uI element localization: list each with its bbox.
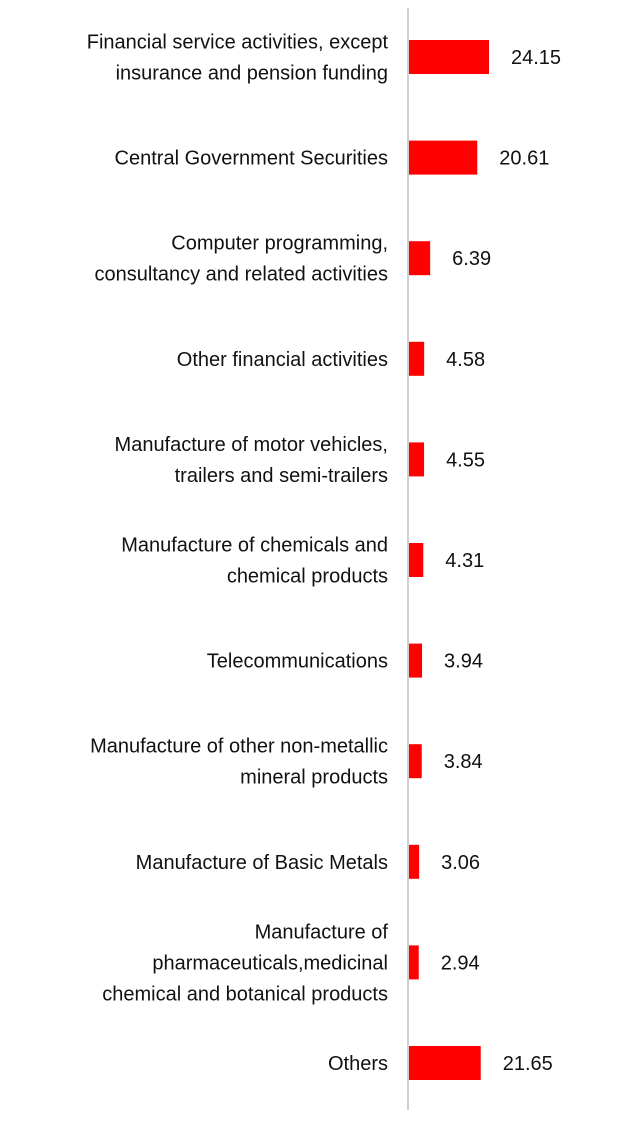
category-label-1: Central Government Securities [115, 148, 388, 170]
bar-9 [409, 945, 419, 980]
bar-0 [409, 40, 489, 74]
value-label-10: 21.65 [503, 1053, 553, 1075]
value-labels-group: 24.15 20.61 6.39 4.58 4.55 4.31 3.94 3.84 3.06 2.… [441, 47, 561, 1075]
category-label-7: Manufacture of other non-metallic mineral… [90, 736, 388, 789]
bar-6 [409, 643, 423, 678]
value-label-5: 4.31 [445, 550, 484, 572]
category-label-5-line-0: Manufacture of chemicals and [121, 535, 388, 557]
category-label-4-line-1: trailers and semi-trailers [175, 465, 388, 487]
category-label-7-line-1: mineral products [240, 767, 388, 789]
category-label-8: Manufacture of Basic Metals [136, 852, 388, 874]
category-label-8-line-0: Manufacture of Basic Metals [136, 852, 388, 874]
category-label-1-line-0: Central Government Securities [115, 148, 388, 170]
value-label-6: 3.94 [444, 651, 483, 673]
category-label-10: Others [328, 1053, 388, 1075]
category-label-5: Manufacture of chemicals and chemical pro… [121, 535, 388, 588]
category-label-4: Manufacture of motor vehicles, trailers a… [115, 434, 388, 487]
category-label-0-line-1: insurance and pension funding [116, 63, 388, 85]
category-label-0-line-0: Financial service activities, except [87, 32, 389, 54]
category-label-2-line-1: consultancy and related activities [95, 264, 389, 286]
category-label-5-line-1: chemical products [227, 566, 388, 588]
category-label-6-line-0: Telecommunications [207, 651, 388, 673]
category-label-10-line-0: Others [328, 1053, 388, 1075]
category-label-0: Financial service activities, except insu… [87, 32, 389, 85]
bar-2 [409, 241, 431, 276]
category-label-3: Other financial activities [177, 349, 388, 371]
category-labels-group: Financial service activities, except insu… [87, 32, 389, 1076]
value-label-9: 2.94 [441, 952, 480, 974]
bar-7 [409, 744, 422, 779]
category-label-9: Manufacture of pharmaceuticals,medicinal c… [102, 921, 388, 1005]
bar-10 [409, 1046, 481, 1080]
bar-5 [409, 543, 424, 577]
category-label-9-line-1: pharmaceuticals,medicinal [152, 952, 388, 974]
category-label-9-line-0: Manufacture of [255, 921, 389, 943]
bars-group [409, 40, 489, 1080]
bar-3 [409, 341, 425, 376]
value-label-0: 24.15 [511, 47, 561, 69]
category-label-4-line-0: Manufacture of motor vehicles, [115, 434, 388, 456]
bar-1 [409, 140, 478, 175]
bar-8 [409, 844, 420, 879]
category-label-3-line-0: Other financial activities [177, 349, 388, 371]
value-label-7: 3.84 [444, 751, 483, 773]
category-label-6: Telecommunications [207, 651, 388, 673]
value-label-2: 6.39 [452, 248, 491, 270]
bar-4 [409, 442, 425, 477]
category-label-2-line-0: Computer programming, [171, 233, 388, 255]
value-label-3: 4.58 [446, 349, 485, 371]
category-label-9-line-2: chemical and botanical products [102, 983, 388, 1005]
category-label-7-line-0: Manufacture of other non-metallic [90, 736, 388, 758]
value-label-1: 20.61 [499, 148, 549, 170]
value-label-4: 4.55 [446, 449, 485, 471]
category-label-2: Computer programming, consultancy and rel… [95, 233, 389, 286]
value-label-8: 3.06 [441, 852, 480, 874]
